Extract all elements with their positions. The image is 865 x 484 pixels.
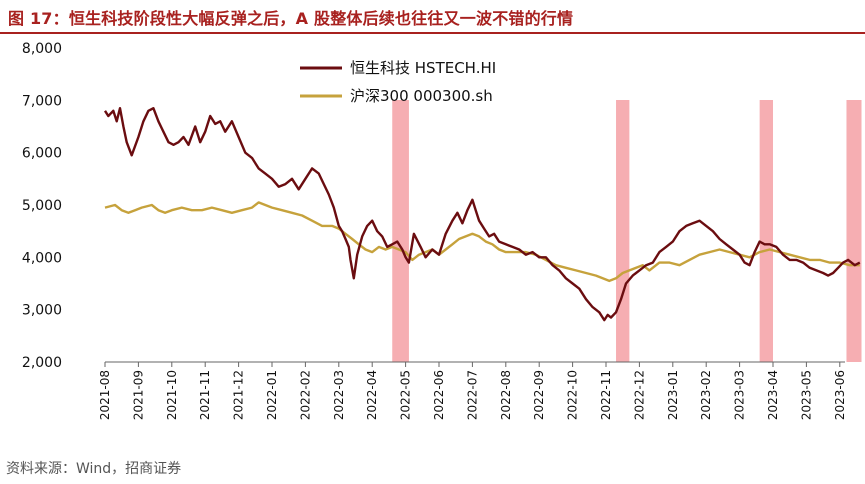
x-tick-label: 2022-04 (365, 370, 379, 420)
x-tick-label: 2023-03 (733, 370, 747, 420)
y-tick-label: 4,000 (22, 250, 62, 266)
x-tick-label: 2021-08 (98, 370, 112, 420)
series-line-hstech (103, 106, 861, 322)
x-tick-label: 2021-09 (131, 370, 145, 420)
y-tick-label: 6,000 (22, 146, 62, 162)
y-axis: 2,000 3,000 4,000 5,000 6,000 7,000 8,000 (22, 41, 62, 371)
series-lines (103, 106, 861, 322)
highlight-bands (392, 100, 862, 362)
highlight-band-1 (392, 100, 409, 362)
series-line-csi300 (104, 201, 860, 283)
figure-title: 图 17：恒生科技阶段性大幅反弹之后，A 股整体后续也往往又一波不错的行情 (8, 9, 574, 28)
legend: 恒生科技 HSTECH.HI 沪深300 000300.sh (300, 59, 496, 105)
title-divider (0, 32, 865, 34)
x-tick-label: 2022-03 (332, 370, 346, 420)
highlight-band-3 (759, 100, 773, 362)
x-tick-label: 2022-08 (499, 370, 513, 420)
x-tick-label: 2022-11 (599, 370, 613, 420)
y-tick-label: 7,000 (22, 93, 62, 109)
x-tick-label: 2023-01 (666, 370, 680, 420)
x-tick-label: 2022-06 (432, 370, 446, 420)
highlight-band-2 (616, 100, 630, 362)
x-tick-label: 2023-04 (766, 370, 780, 420)
y-tick-label: 3,000 (22, 303, 62, 319)
x-tick-label: 2022-01 (265, 370, 279, 420)
y-tick-label: 5,000 (22, 198, 62, 214)
legend-label: 恒生科技 HSTECH.HI (350, 59, 496, 77)
x-tick-label: 2022-05 (399, 370, 413, 420)
y-tick-label: 8,000 (22, 41, 62, 57)
x-tick-label: 2022-02 (298, 370, 312, 420)
x-tick-label: 2023-05 (799, 370, 813, 420)
x-tick-label: 2021-10 (165, 370, 179, 420)
y-tick-label: 2,000 (22, 355, 62, 371)
x-tick-label: 2023-06 (833, 370, 847, 420)
source-note: 资料来源：Wind，招商证券 (6, 461, 182, 477)
x-tick-label: 2022-10 (566, 370, 580, 420)
x-tick-label: 2022-07 (465, 370, 479, 420)
highlight-band-4 (846, 100, 862, 362)
x-tick-label: 2022-12 (632, 370, 646, 420)
x-tick-label: 2022-09 (532, 370, 546, 420)
x-axis: 2021-08 2021-09 2021-10 2021-11 2021-12 2022-… (98, 361, 847, 420)
x-tick-label: 2021-12 (232, 370, 246, 420)
legend-label: 沪深300 000300.sh (350, 87, 493, 105)
x-tick-label: 2023-02 (699, 370, 713, 420)
x-tick-label: 2021-11 (198, 370, 212, 420)
